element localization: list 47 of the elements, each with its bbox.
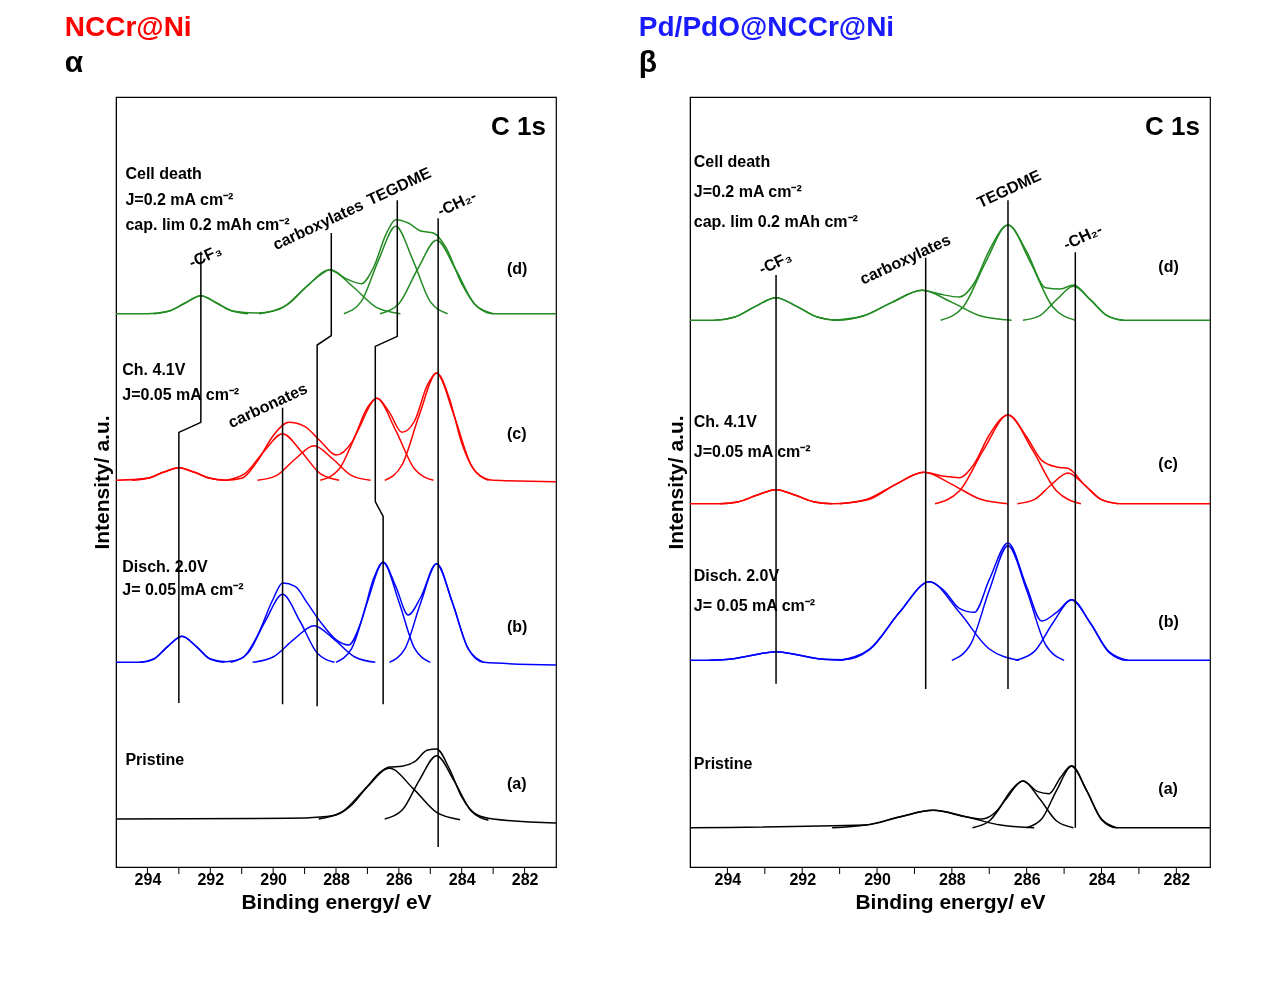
annotation: J= 0.05 mA cm⁻² [122, 581, 244, 599]
annotation: -CH₂- [434, 186, 479, 220]
x-tick-label: 284 [448, 870, 476, 888]
text: α [64, 45, 84, 78]
text: Cell death [125, 165, 202, 183]
annotation: Ch. 4.1V [122, 361, 186, 379]
x-tick-label: 284 [1088, 870, 1116, 888]
annotation: (c) [1158, 454, 1178, 472]
x-tick-label: 282 [511, 870, 539, 888]
x-tick-label: 282 [1163, 870, 1191, 888]
x-tick-label: 286 [386, 870, 413, 888]
annotation: Pristine [693, 755, 753, 773]
x-tick-label: 292 [197, 870, 225, 888]
x-tick-label: 292 [789, 870, 817, 888]
annotation: -CH₂- [1060, 220, 1105, 253]
annotation: Ch. 4.1V [693, 412, 758, 430]
annotation: (d) [1158, 258, 1179, 275]
y-axis-title: Intensity/ a.u. [663, 415, 687, 550]
text: β [638, 45, 658, 78]
annotation: -CF₃ [756, 247, 795, 278]
chart-title: Pd/PdO@NCCr@Ni [638, 11, 895, 42]
annotation: (a) [506, 774, 527, 792]
x-tick-label: 290 [864, 870, 891, 888]
annotation: (b) [1158, 612, 1179, 630]
annotation: (c) [506, 425, 527, 443]
annotation: (d) [506, 260, 528, 277]
x-tick-label: 288 [323, 870, 350, 888]
x-axis-title: Binding energy/ eV [855, 889, 1046, 913]
y-axis-title: Intensity/ a.u. [89, 415, 113, 550]
annotation: -CF₃ [186, 241, 225, 271]
x-tick-label: 286 [1013, 870, 1041, 888]
x-tick-label: 294 [714, 870, 742, 888]
text: Cell death [693, 152, 771, 170]
x-axis-title: Binding energy/ eV [241, 889, 432, 913]
text: J=0.2 mA cm⁻² [693, 182, 802, 200]
text: C 1s [1145, 111, 1200, 141]
chart-title: NCCr@Ni [64, 11, 192, 42]
annotation: (b) [506, 618, 528, 635]
annotation: J=0.2 mA cm⁻² [125, 191, 234, 209]
annotation: J=0.05 mA cm⁻² [693, 443, 811, 461]
annotation: cap. lim 0.2 mAh cm⁻² [693, 213, 858, 231]
text: C 1s [491, 111, 546, 141]
x-tick-label: 290 [260, 870, 288, 888]
annotation: Pristine [125, 751, 185, 769]
x-tick-label: 294 [134, 870, 162, 888]
x-tick-label: 288 [939, 870, 966, 888]
annotation: (a) [1158, 780, 1178, 797]
